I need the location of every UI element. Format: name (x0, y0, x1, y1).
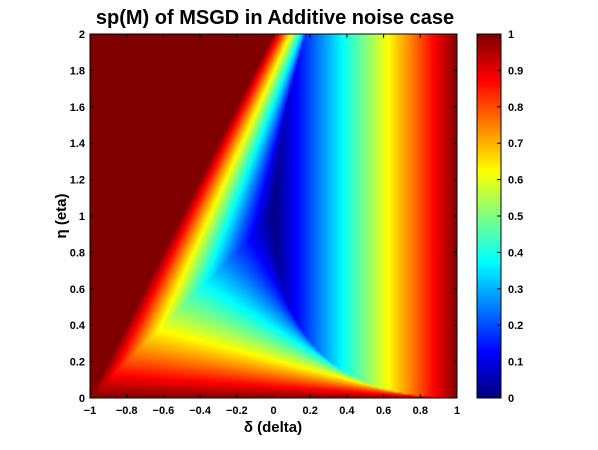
colorbar-tick-label: 0.5 (508, 211, 523, 223)
y-tick-label: 1.4 (70, 138, 86, 150)
colorbar-tick-label: 1 (508, 29, 514, 41)
y-tick-label: 2 (79, 29, 85, 41)
colorbar-tick-label: 0.8 (508, 102, 523, 114)
y-axis-ticks: 0 0.2 0.4 0.6 0.8 1 1.2 1.4 1.6 1.8 2 (70, 29, 457, 405)
y-tick-label: 0.6 (70, 284, 85, 296)
colorbar-tick-label: 0.6 (508, 175, 523, 187)
x-tick-label: −0.8 (116, 405, 138, 417)
colorbar-tick-label: 0.2 (508, 320, 523, 332)
x-tick-label: −1 (84, 405, 97, 417)
colorbar-tick-label: 0 (508, 393, 514, 405)
x-axis-ticks: −1 −0.8 −0.6 −0.4 −0.2 0 0.2 0.4 0.6 0.8 1 (84, 34, 460, 417)
x-tick-label: 0.6 (376, 405, 391, 417)
heatmap-image (90, 34, 457, 398)
x-tick-label: −0.2 (226, 405, 248, 417)
colorbar-tick-label: 0.7 (508, 138, 523, 150)
y-axis-label: η (eta) (53, 193, 70, 238)
colorbar-tick-label: 0.1 (508, 357, 523, 369)
x-tick-label: −0.6 (153, 405, 175, 417)
y-tick-label: 0 (79, 393, 85, 405)
plot-area (89, 33, 458, 399)
x-tick-label: 0.8 (413, 405, 428, 417)
x-tick-label: −0.4 (189, 405, 212, 417)
x-tick-label: 0.4 (339, 405, 355, 417)
y-tick-label: 0.4 (70, 320, 86, 332)
y-tick-label: 0.8 (70, 247, 85, 259)
y-tick-label: 1.2 (70, 175, 85, 187)
x-tick-label: 0.2 (303, 405, 318, 417)
colorbar-tick-label: 0.3 (508, 284, 523, 296)
x-axis-label: δ (delta) (244, 419, 302, 436)
colorbar-tick-label: 0.4 (508, 247, 524, 259)
x-tick-label: 0 (270, 405, 276, 417)
y-tick-label: 0.2 (70, 357, 85, 369)
y-tick-label: 1.6 (70, 102, 85, 114)
x-tick-label: 1 (454, 405, 460, 417)
y-tick-label: 1.8 (70, 65, 85, 77)
colorbar-ticks: 0 0.1 0.2 0.3 0.4 0.5 0.6 0.7 0.8 0.9 1 (497, 29, 524, 405)
chart-title: sp(M) of MSGD in Additive noise case (96, 7, 454, 29)
y-tick-label: 1 (79, 211, 85, 223)
colorbar-tick-label: 0.9 (508, 65, 523, 77)
